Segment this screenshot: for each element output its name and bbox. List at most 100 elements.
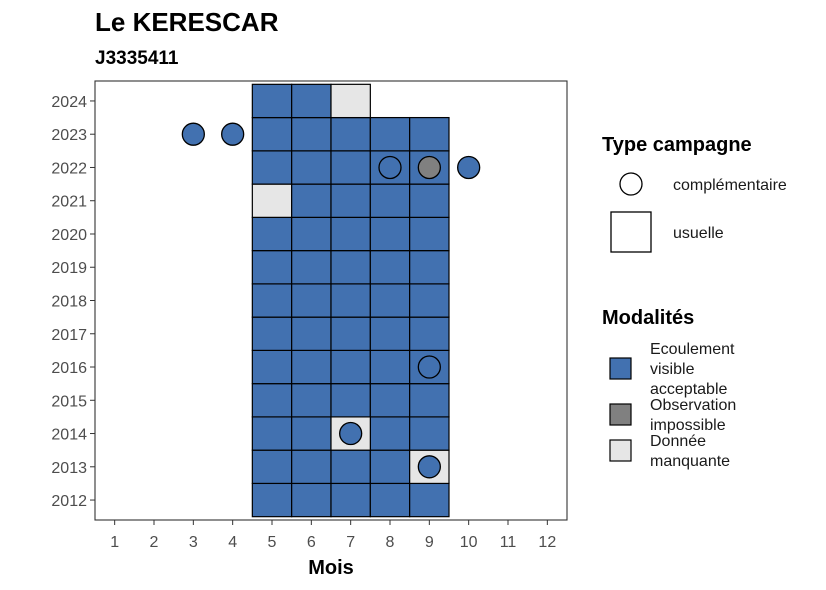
x-tick-label-7: 7 — [346, 534, 355, 551]
point-2022-10 — [457, 155, 481, 180]
tile-2016-5 — [251, 349, 293, 385]
tile-2018-6 — [291, 283, 332, 318]
tile-2015-7 — [330, 383, 371, 418]
tile-2019-7 — [330, 250, 371, 285]
legend-label-ecoulement: Ecoulement visible acceptable — [650, 341, 735, 398]
plot-area — [94, 80, 568, 521]
legend-type-campagne: Type campagne complémentaire usuelle — [602, 134, 787, 253]
tile-2016-8 — [369, 349, 411, 385]
y-tick-label-2014: 2014 — [51, 427, 87, 444]
tile-2014-9 — [409, 416, 450, 451]
tile-2022-5 — [251, 150, 293, 185]
x-tick-label-2: 2 — [150, 534, 159, 551]
tile-2014-6 — [291, 416, 332, 451]
tile-2021-5 — [251, 183, 293, 218]
tile-2015-9 — [409, 383, 450, 418]
x-tick-label-4: 4 — [228, 534, 237, 551]
legend-label-observation_impossible: Observation impossible — [650, 397, 736, 434]
point-2022-8 — [378, 155, 402, 180]
y-tick-label-2018: 2018 — [51, 294, 87, 311]
tile-2022-6 — [291, 150, 332, 185]
point-2023-3 — [181, 122, 205, 146]
tile-2023-9 — [409, 116, 450, 152]
tile-2014-8 — [369, 416, 411, 451]
tile-2020-9 — [409, 216, 450, 252]
tile-2016-7 — [330, 349, 371, 385]
tile-2018-7 — [330, 283, 371, 318]
point-2023-4 — [221, 122, 245, 146]
y-tick-label-2022: 2022 — [51, 160, 87, 177]
x-axis-label: Mois — [308, 557, 354, 579]
y-tick-label-2017: 2017 — [51, 327, 87, 344]
x-tick-label-3: 3 — [189, 534, 198, 551]
tile-2012-6 — [291, 482, 332, 518]
tile-2012-7 — [330, 482, 371, 518]
tile-2023-6 — [291, 116, 332, 152]
legend-key-observation_impossible — [609, 403, 632, 426]
tile-2021-9 — [409, 183, 450, 218]
legend-key-complementaire — [619, 172, 643, 196]
x-tick-label-1: 1 — [110, 534, 119, 551]
x-axis: 1 2 3 4 5 6 7 8 9 10 11 12 — [110, 520, 556, 551]
y-tick-label-2012: 2012 — [51, 493, 87, 510]
tile-2023-5 — [251, 116, 293, 152]
x-tick-label-12: 12 — [538, 534, 556, 551]
tile-2018-8 — [369, 283, 411, 318]
tile-2024-7 — [330, 83, 371, 119]
tile-2017-9 — [409, 316, 450, 351]
tile-2013-7 — [330, 449, 371, 485]
legend-label-donnee_manquante: Donnée manquante — [650, 433, 730, 470]
tile-2021-8 — [369, 183, 411, 218]
tile-2012-9 — [409, 482, 450, 518]
x-tick-label-5: 5 — [268, 534, 277, 551]
tile-2022-7 — [330, 150, 371, 185]
tile-2019-9 — [409, 250, 450, 285]
tile-2021-7 — [330, 183, 371, 218]
legend-label-usuelle: usuelle — [673, 225, 724, 242]
tile-2014-5 — [251, 416, 293, 451]
tile-2023-8 — [369, 116, 411, 152]
y-tick-label-2020: 2020 — [51, 227, 87, 244]
tile-2017-6 — [291, 316, 332, 351]
y-tick-label-2013: 2013 — [51, 460, 87, 477]
tile-2019-8 — [369, 250, 411, 285]
x-tick-label-11: 11 — [500, 534, 517, 551]
tile-2020-7 — [330, 216, 371, 252]
tile-2019-5 — [251, 250, 293, 285]
legend-label-complementaire: complémentaire — [673, 177, 787, 194]
x-tick-label-9: 9 — [425, 534, 434, 551]
legend-type-title: Type campagne — [602, 134, 752, 156]
tile-2020-6 — [291, 216, 332, 252]
y-tick-label-2019: 2019 — [51, 260, 87, 277]
legend-modalites: Modalités Ecoulement visible acceptableObs… — [602, 307, 736, 470]
tile-2012-5 — [251, 482, 293, 518]
tile-2024-6 — [291, 83, 332, 119]
chart-subtitle: J3335411 — [95, 48, 179, 69]
tile-2018-5 — [251, 283, 293, 318]
tile-2020-8 — [369, 216, 411, 252]
tile-2015-8 — [369, 383, 411, 418]
point-2022-9 — [417, 155, 441, 180]
point-2014-7 — [339, 421, 363, 446]
tile-2017-5 — [251, 316, 293, 351]
tile-2013-8 — [369, 449, 411, 485]
y-tick-label-2016: 2016 — [51, 360, 87, 377]
tile-2023-7 — [330, 116, 371, 152]
point-2013-9 — [417, 455, 441, 479]
y-tick-label-2024: 2024 — [51, 94, 87, 111]
tile-2019-6 — [291, 250, 332, 285]
tile-2015-6 — [291, 383, 332, 418]
tile-2017-7 — [330, 316, 371, 351]
chart-title: Le KERESCAR — [95, 7, 279, 37]
tile-2024-5 — [251, 83, 293, 119]
point-2016-9 — [417, 355, 441, 379]
legend-key-donnee_manquante — [609, 439, 632, 462]
tile-2020-5 — [251, 216, 293, 252]
y-tick-label-2021: 2021 — [51, 194, 87, 211]
tile-2021-6 — [291, 183, 332, 218]
legend-modalites-title: Modalités — [602, 307, 694, 329]
tile-2018-9 — [409, 283, 450, 318]
y-tick-label-2015: 2015 — [51, 393, 87, 410]
tile-2015-5 — [251, 383, 293, 418]
